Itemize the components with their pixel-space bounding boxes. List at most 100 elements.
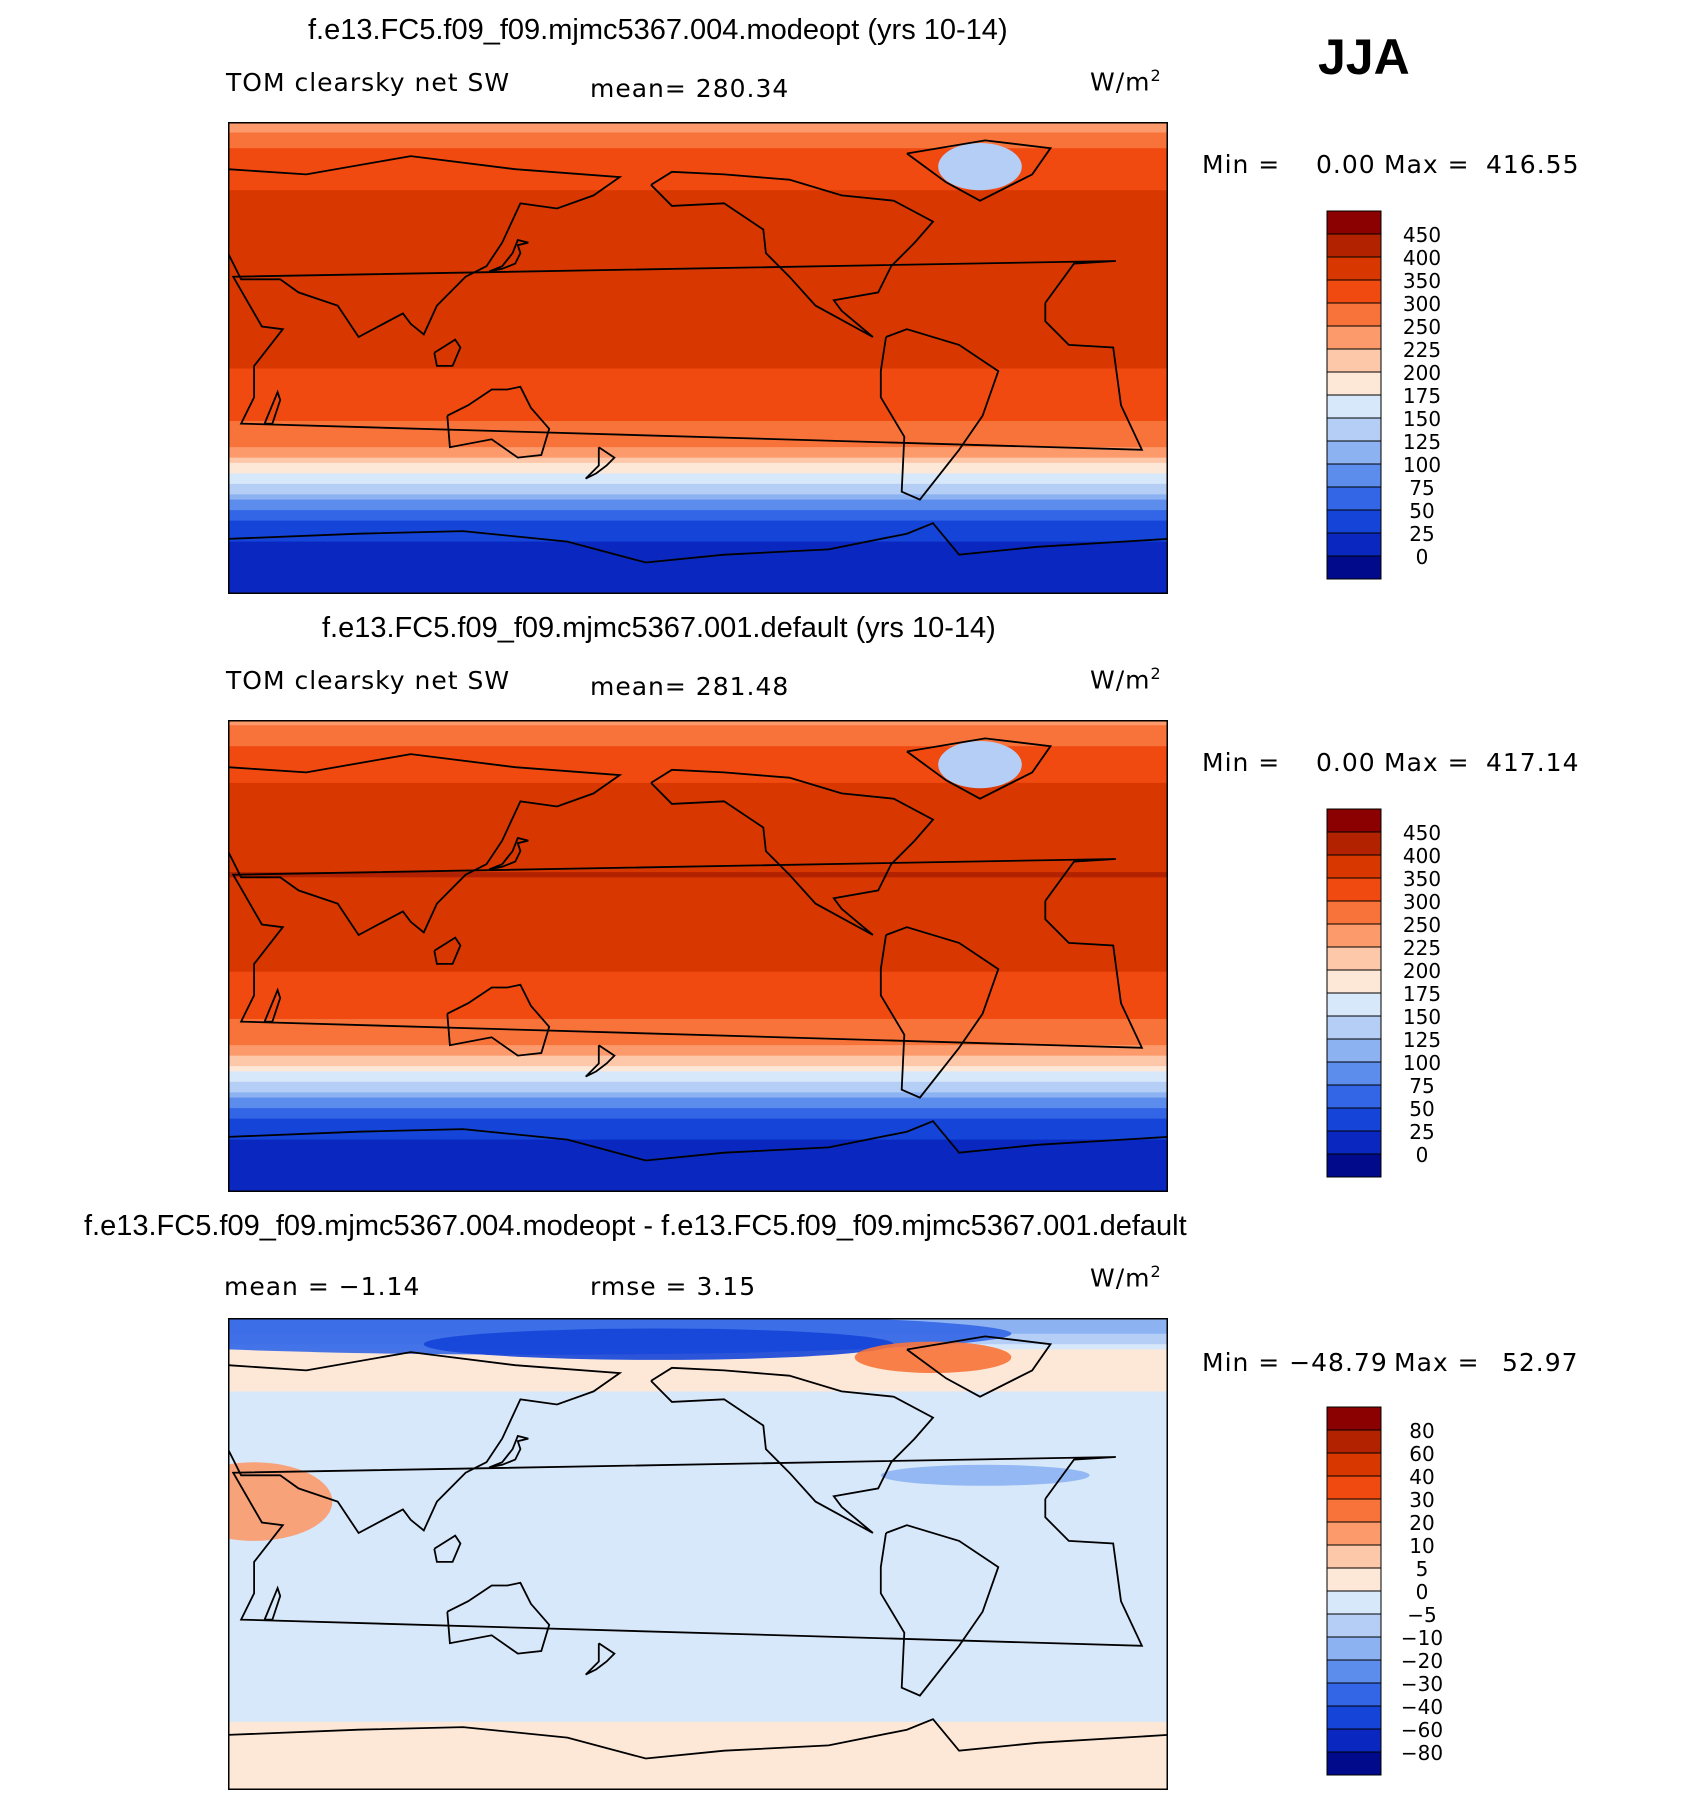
colorbar-tick-label: −60 <box>1401 1718 1443 1742</box>
zonal-band <box>228 1422 1168 1429</box>
zonal-band <box>228 378 1168 386</box>
zonal-band <box>228 1071 1168 1078</box>
map-frame <box>228 1318 1168 1790</box>
colorbar-tick-label: 150 <box>1403 1005 1441 1029</box>
colorbar-tick-label: 225 <box>1403 338 1441 362</box>
panel-1-max-value: 416.55 <box>1486 150 1580 179</box>
colorbar-tick-label: 350 <box>1403 867 1441 891</box>
zonal-band <box>228 971 1168 978</box>
panel-2-min-value: 0.00 <box>1316 748 1376 777</box>
zonal-band <box>228 861 1168 868</box>
zonal-band <box>228 1165 1168 1172</box>
zonal-band <box>228 929 1168 936</box>
colorbar-tick-label: 225 <box>1403 936 1441 960</box>
zonal-band <box>228 935 1168 942</box>
zonal-band <box>228 882 1168 889</box>
zonal-band <box>228 1669 1168 1676</box>
colorbar-tick-label: −5 <box>1407 1603 1436 1627</box>
colorbar-tick-label: 250 <box>1403 315 1441 339</box>
coastline <box>446 385 551 459</box>
zonal-band <box>228 510 1168 517</box>
coastline <box>585 446 616 480</box>
zonal-band <box>228 384 1168 391</box>
panel-2-variable-label: TOM clearsky net SW <box>226 666 511 695</box>
zonal-band <box>228 1139 1168 1146</box>
panel-3-max-label: Max = <box>1394 1348 1480 1377</box>
colorbar-tick-label: 300 <box>1403 890 1441 914</box>
colorbar-swatch <box>1326 1061 1382 1086</box>
zonal-band <box>228 814 1168 821</box>
colorbar-swatch <box>1326 969 1382 994</box>
zonal-band <box>228 756 1168 763</box>
zonal-band <box>228 1485 1168 1492</box>
zonal-band <box>228 122 1168 129</box>
coastline <box>228 522 1168 564</box>
zonal-band <box>228 1055 1168 1062</box>
coastline <box>488 1434 529 1469</box>
zonal-band <box>228 310 1168 317</box>
zonal-band <box>228 887 1168 894</box>
zonal-band <box>228 1658 1168 1665</box>
zonal-band <box>228 1076 1168 1083</box>
colorbar-tick-label: 175 <box>1403 982 1441 1006</box>
zonal-band <box>228 1018 1168 1025</box>
zonal-band <box>228 200 1168 207</box>
zonal-band <box>228 1081 1168 1088</box>
zonal-band <box>228 525 1168 532</box>
zonal-band <box>228 573 1168 580</box>
colorbar-swatch <box>1326 325 1382 350</box>
zonal-band <box>228 1470 1168 1477</box>
zonal-band <box>228 1039 1168 1046</box>
coastline <box>585 1044 616 1078</box>
zonal-band <box>228 1653 1168 1660</box>
colorbar-swatch <box>1326 1130 1382 1155</box>
anomaly-patch <box>423 1328 894 1360</box>
colorbar-tick-label: 30 <box>1409 1488 1434 1512</box>
zonal-band <box>228 1559 1168 1566</box>
zonal-band <box>228 1716 1168 1723</box>
zonal-band <box>228 1690 1168 1697</box>
colorbar-swatch <box>1326 1613 1382 1638</box>
zonal-band <box>228 746 1168 753</box>
zonal-band <box>228 499 1168 506</box>
colorbar-swatch <box>1326 1038 1382 1063</box>
zonal-band <box>228 1438 1168 1445</box>
zonal-band <box>228 232 1168 239</box>
coastline <box>585 1642 616 1676</box>
coastline <box>446 983 551 1057</box>
zonal-band <box>228 992 1168 999</box>
zonal-band <box>228 987 1168 994</box>
colorbar-tick-label: 25 <box>1409 522 1434 546</box>
zonal-band <box>228 263 1168 270</box>
zonal-band <box>228 321 1168 328</box>
colorbar-swatch <box>1326 371 1382 396</box>
zonal-band <box>228 1695 1168 1702</box>
zonal-band <box>228 1506 1168 1513</box>
zonal-band <box>228 1564 1168 1571</box>
zonal-band <box>228 436 1168 443</box>
zonal-band <box>228 1045 1168 1052</box>
zonal-band <box>228 468 1168 475</box>
zonal-band <box>228 163 1168 170</box>
zonal-band <box>228 961 1168 968</box>
zonal-band <box>228 1700 1168 1707</box>
coastline <box>879 1524 1000 1697</box>
zonal-band <box>228 761 1168 768</box>
zonal-band <box>228 415 1168 422</box>
zonal-band <box>228 1622 1168 1629</box>
zonal-band <box>228 1108 1168 1115</box>
zonal-band <box>228 552 1168 559</box>
zonal-band <box>228 730 1168 737</box>
zonal-band <box>228 237 1168 244</box>
colorbar-swatch <box>1326 1015 1382 1040</box>
zonal-band <box>228 1711 1168 1718</box>
zonal-band <box>228 1580 1168 1587</box>
zonal-band <box>228 908 1168 915</box>
zonal-band <box>228 966 1168 973</box>
colorbar-swatch <box>1326 1521 1382 1546</box>
coastline <box>228 1351 623 1535</box>
coastline <box>446 1581 551 1655</box>
panel-1-variable-label: TOM clearsky net SW <box>226 68 511 97</box>
zonal-band <box>228 835 1168 842</box>
colorbar-tick-label: 50 <box>1409 1097 1434 1121</box>
